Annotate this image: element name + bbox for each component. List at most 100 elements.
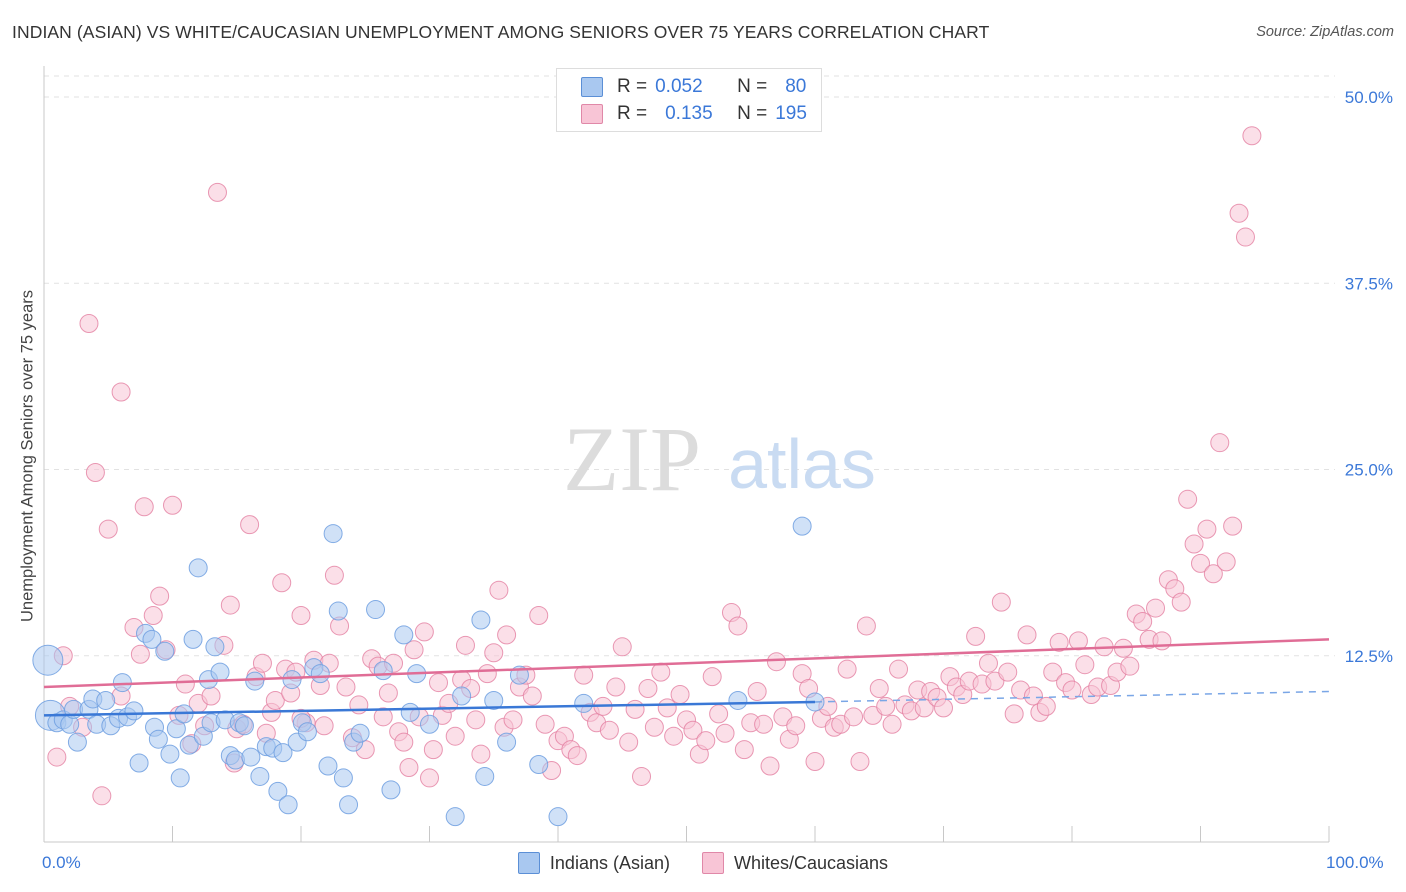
data-point-whites [1120, 656, 1140, 676]
data-point-indians [142, 629, 162, 649]
data-point-whites [175, 674, 195, 694]
data-point-whites [644, 717, 664, 737]
legend-n-value: 195 [775, 103, 807, 124]
legend-n-label: N = [737, 76, 768, 97]
data-point-whites [522, 686, 542, 706]
trend-line-indians [43, 700, 816, 717]
data-point-indians [297, 722, 317, 742]
data-point-whites [414, 622, 434, 642]
data-point-whites [85, 462, 105, 482]
data-point-indians [400, 702, 420, 722]
data-point-whites [1043, 662, 1063, 682]
data-point-indians [366, 600, 386, 620]
data-point-whites [466, 710, 486, 730]
data-point-whites [1235, 227, 1255, 247]
data-point-indians [278, 795, 298, 815]
data-point-whites [1004, 704, 1024, 724]
data-point-whites [856, 616, 876, 636]
data-point-whites [837, 659, 857, 679]
chart-title: INDIAN (ASIAN) VS WHITE/CAUCASIAN UNEMPL… [12, 22, 990, 42]
data-point-whites [378, 683, 398, 703]
legend-r-label: R = [617, 76, 648, 97]
data-point-whites [489, 580, 509, 600]
data-point-whites [1210, 433, 1230, 453]
data-point-whites [428, 673, 448, 693]
data-point-whites [709, 704, 729, 724]
data-point-whites [657, 698, 677, 718]
data-point-indians [475, 766, 495, 786]
data-point-indians [728, 690, 748, 710]
data-point-whites [394, 732, 414, 752]
data-point-whites [150, 586, 170, 606]
grid-lines [44, 75, 1335, 657]
data-point-whites [728, 616, 748, 636]
data-point-whites [79, 313, 99, 333]
data-point-indians [225, 750, 245, 770]
legend-item-indians: Indians (Asian) [517, 852, 670, 874]
data-point-whites [1203, 564, 1223, 584]
data-point-whites [715, 723, 735, 743]
data-point-whites [291, 606, 311, 626]
data-point-whites [683, 720, 703, 740]
data-point-whites [869, 679, 889, 699]
data-point-whites [625, 699, 645, 719]
data-point-indians [350, 723, 370, 743]
data-point-whites [844, 707, 864, 727]
data-point-whites [696, 731, 716, 751]
y-tick-label: 37.5% [1345, 274, 1393, 293]
legend-swatch-whites [581, 104, 603, 124]
data-point-whites [850, 752, 870, 772]
data-point-indians [574, 693, 594, 713]
data-point-indians [179, 735, 199, 755]
data-point-indians [323, 524, 343, 544]
data-point-whites [373, 707, 393, 727]
data-point-whites [766, 652, 786, 672]
data-point-whites [760, 756, 780, 776]
x-tick-label-max: 100.0% [1326, 853, 1384, 872]
data-point-indians [205, 637, 225, 657]
data-point-whites [934, 698, 953, 718]
data-point-whites [670, 684, 690, 704]
data-point-whites [702, 667, 722, 687]
data-point-indians [394, 625, 414, 645]
legend-n-value: 80 [785, 76, 807, 97]
data-point-whites [252, 653, 272, 673]
data-point-indians [328, 601, 348, 621]
data-point-whites [734, 740, 754, 760]
data-point-whites [978, 653, 998, 673]
data-point-indians [67, 732, 87, 752]
y-tick-label: 12.5% [1345, 647, 1393, 666]
legend-r-label: R = [617, 103, 648, 124]
data-point-whites [265, 690, 285, 710]
data-point-whites [1191, 553, 1210, 573]
data-point-whites [477, 664, 497, 684]
data-point-whites [134, 497, 154, 517]
data-point-whites [638, 679, 658, 699]
data-point-whites [497, 625, 517, 645]
legend-swatch-whites [701, 852, 724, 874]
y-tick-label: 50.0% [1345, 88, 1393, 107]
legend-swatch-indians [517, 852, 540, 874]
data-point-whites [567, 746, 587, 766]
data-point-whites [966, 626, 986, 646]
data-point-whites [455, 635, 475, 655]
legend-row-indians: R = 0.052 N = 80 [581, 75, 806, 99]
data-point-indians [183, 629, 203, 649]
data-point-indians [792, 516, 812, 536]
data-point-whites [143, 606, 163, 626]
data-point-indians [310, 664, 330, 684]
data-point-whites [47, 747, 67, 767]
data-point-whites [754, 714, 774, 734]
data-point-indians [160, 744, 180, 764]
data-point-indians [497, 732, 517, 752]
data-point-whites [1197, 519, 1217, 539]
watermark: ZIP atlas [563, 408, 876, 510]
data-point-whites [92, 786, 112, 806]
data-point-whites [1068, 631, 1088, 651]
data-point-whites [503, 710, 523, 730]
data-point-indians [484, 690, 504, 710]
data-point-whites [1036, 696, 1056, 716]
data-point-whites [1133, 611, 1153, 631]
data-point-whites [632, 766, 652, 786]
